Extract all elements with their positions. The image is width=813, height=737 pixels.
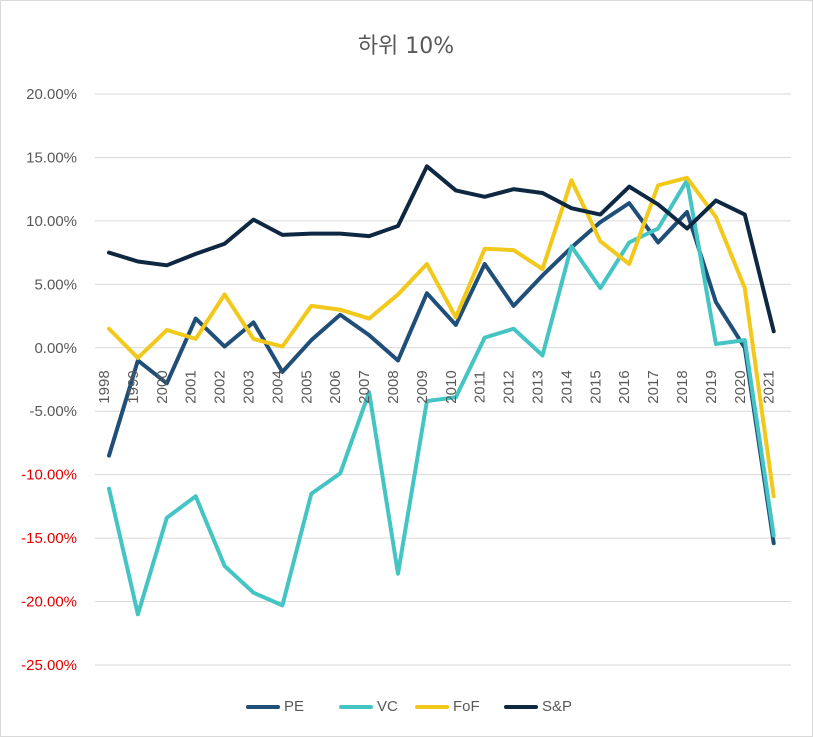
x-axis-tick-label: 2014 (558, 370, 575, 403)
y-axis-tick-label: 15.00% (26, 149, 77, 166)
series-line-fof (107, 175, 776, 499)
x-axis-tick-label: 2001 (183, 370, 200, 403)
x-axis-tick-label: 2020 (732, 370, 749, 403)
series-line-s-p (107, 164, 776, 334)
series-line-pe (107, 201, 776, 546)
x-axis-tick-label: 2021 (761, 370, 778, 403)
x-axis-tick-label: 2008 (385, 370, 402, 403)
gridlines (95, 93, 791, 666)
x-axis-tick-label: 2012 (501, 370, 518, 403)
legend-label: VC (377, 698, 398, 715)
x-axis-tick-label: 2002 (212, 370, 229, 403)
y-axis-tick-label: 20.00% (26, 86, 77, 103)
y-axis-tick-label: -25.00% (21, 657, 77, 674)
legend-item: VC (339, 698, 398, 715)
y-axis-tick-label: -15.00% (21, 530, 77, 547)
x-axis-tick-label: 2016 (616, 370, 633, 403)
series-lines (107, 164, 776, 617)
legend-item: PE (246, 698, 304, 715)
x-axis-tick-label: 2011 (472, 371, 489, 403)
x-axis-tick-label: 2005 (298, 370, 315, 403)
legend-label: PE (284, 698, 304, 715)
legend-label: FoF (453, 698, 480, 715)
y-axis-tick-label: 5.00% (34, 276, 77, 293)
x-axis-tick-label: 1998 (96, 370, 113, 403)
x-axis-tick-label: 2004 (269, 370, 286, 403)
chart-legend: PE VC FoF S&P (246, 698, 572, 715)
x-axis-tick-label: 2006 (327, 370, 344, 403)
x-axis-tick-label: 2009 (414, 370, 431, 403)
x-axis-tick-label: 2000 (154, 370, 171, 403)
y-axis-tick-label: 10.00% (26, 213, 77, 230)
x-axis-ticks: 1998 1999 2000 2001 2002 2003 2004 2005 2006 2007… (96, 370, 778, 403)
y-axis-tick-label: -10.00% (21, 467, 77, 484)
x-axis-tick-label: 2015 (587, 370, 604, 403)
x-axis-tick-label: 2019 (703, 370, 720, 403)
x-axis-tick-label: 1999 (125, 370, 142, 403)
x-axis-tick-label: 2013 (530, 370, 547, 403)
legend-label: S&P (542, 698, 572, 715)
series-line-vc (107, 178, 776, 617)
y-axis-ticks: 20.00% 15.00% 10.00% 5.00% 0.00% -5.00% -10.00… (21, 86, 77, 674)
x-axis-tick-label: 2003 (241, 370, 258, 403)
x-axis-tick-label: 2010 (443, 370, 460, 403)
chart-title: 하위 10% (358, 34, 454, 59)
x-axis-tick-label: 2017 (645, 370, 662, 403)
y-axis-tick-label: -5.00% (29, 403, 77, 420)
x-axis-tick-label: 2018 (674, 370, 691, 403)
legend-item: S&P (504, 698, 572, 715)
legend-item: FoF (415, 698, 480, 715)
y-axis-tick-label: 0.00% (34, 340, 77, 357)
y-axis-tick-label: -20.00% (21, 594, 77, 611)
x-axis-tick-label: 2007 (356, 370, 373, 403)
